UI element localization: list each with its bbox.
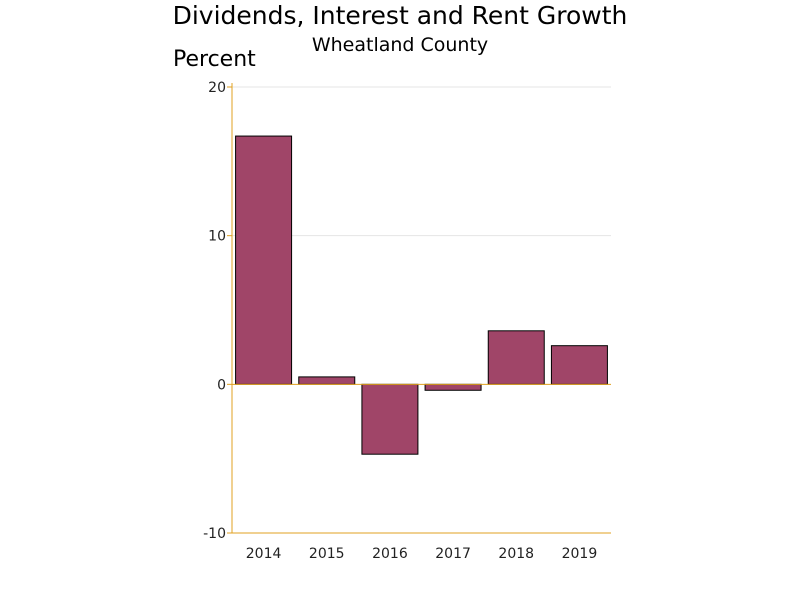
chart-title: Dividends, Interest and Rent Growth (172, 1, 628, 30)
bars (235, 135, 608, 455)
x-tick-label: 2019 (562, 546, 598, 562)
bar-2018 (487, 330, 545, 385)
y-tick-label: 10 (208, 229, 226, 245)
bar-2014 (235, 135, 293, 385)
x-tick-label: 2014 (246, 546, 282, 562)
x-tick-label: 2017 (435, 546, 471, 562)
bar-2019 (550, 345, 608, 385)
tick-labels: 20 10 0 -10 2014 2015 2016 2017 2018 2019 (203, 80, 597, 562)
y-axis-label: Percent (173, 47, 256, 72)
y-tick-label: 20 (208, 80, 226, 96)
bar-2015 (298, 376, 356, 385)
bar-2017 (424, 383, 482, 391)
grid-lines (232, 86, 611, 237)
chart-subtitle: Wheatland County (311, 34, 489, 56)
y-tick-label: -10 (203, 526, 226, 542)
axes (227, 83, 611, 534)
x-tick-label: 2016 (372, 546, 408, 562)
x-tick-label: 2018 (498, 546, 534, 562)
x-tick-label: 2015 (309, 546, 345, 562)
bar-2016 (361, 383, 419, 455)
y-tick-label: 0 (217, 377, 226, 393)
